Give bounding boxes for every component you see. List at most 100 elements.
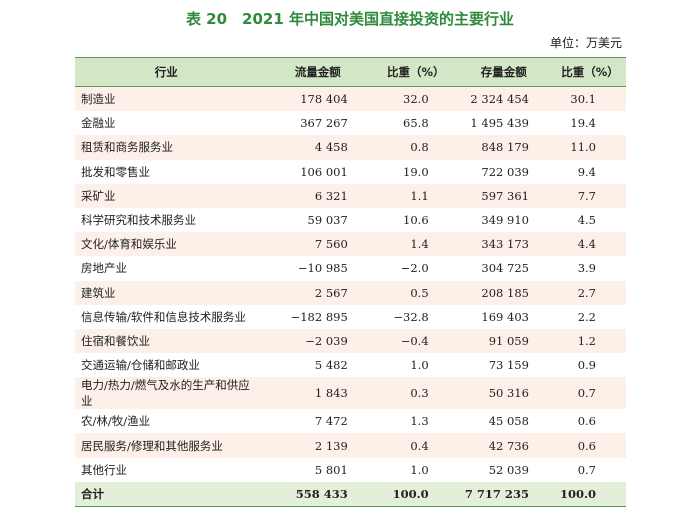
- table-cell: 建筑业: [75, 280, 258, 305]
- table-cell: 交通运输/仓储和邮政业: [75, 353, 258, 378]
- table-cell: 1.3: [377, 409, 454, 434]
- table-cell: 3.9: [553, 256, 626, 281]
- table-row: 电力/热力/燃气及水的生产和供应业 1 843 0.3 50 316 0.7: [75, 377, 626, 410]
- table-cell: 2.2: [553, 304, 626, 329]
- table-cell: 6 321: [257, 183, 378, 208]
- table-cell: 0.9: [553, 353, 626, 378]
- table-cell: 304 725: [453, 256, 554, 281]
- table-cell: 2 324 454: [453, 86, 554, 112]
- table-cell: 59 037: [257, 207, 378, 233]
- table-row: 房地产业 −10 985 −2.0 304 725 3.9: [75, 256, 626, 281]
- header-cell: 行业: [75, 57, 258, 87]
- table-cell: 0.5: [377, 280, 454, 305]
- table-cell: 722 039: [453, 159, 554, 184]
- table-cell: 5 482: [257, 353, 378, 378]
- table-cell: 19.4: [553, 111, 626, 136]
- header-cell: 比重（%）: [553, 57, 626, 87]
- table-cell: −2.0: [377, 256, 454, 281]
- table-cell: 32.0: [377, 86, 454, 112]
- table-cell: 91 059: [453, 328, 554, 354]
- table-cell: 1.0: [377, 457, 454, 482]
- table-cell: 居民服务/修理和其他服务业: [75, 433, 258, 458]
- table-cell: −182 895: [257, 304, 378, 329]
- table-row: 科学研究和技术服务业 59 037 10.6 349 910 4.5: [75, 207, 626, 233]
- table-cell: 信息传输/软件和信息技术服务业: [75, 304, 258, 329]
- table-cell: 848 179: [453, 135, 554, 160]
- table-cell: 349 910: [453, 207, 554, 233]
- table-cell: 电力/热力/燃气及水的生产和供应业: [75, 377, 258, 410]
- table-cell: 2 139: [257, 433, 378, 458]
- table-body: 制造业 178 404 32.0 2 324 454 30.1 金融业 367 267 65.…: [75, 86, 626, 482]
- table-cell: 采矿业: [75, 183, 258, 208]
- table-cell: 178 404: [257, 86, 378, 112]
- table-cell: 1 495 439: [453, 111, 554, 136]
- table-cell: 制造业: [75, 86, 258, 112]
- table-cell: 19.0: [377, 159, 454, 184]
- table-cell: 0.8: [377, 135, 454, 160]
- table-row: 信息传输/软件和信息技术服务业 −182 895 −32.8 169 403 2.2: [75, 304, 626, 329]
- table-cell: −32.8: [377, 304, 454, 329]
- table-cell: −10 985: [257, 256, 378, 281]
- table-cell: 11.0: [553, 135, 626, 160]
- table-row: 居民服务/修理和其他服务业 2 139 0.4 42 736 0.6: [75, 433, 626, 458]
- table-cell: 343 173: [453, 232, 554, 257]
- table-cell: 5 801: [257, 457, 378, 482]
- total-cell: 100.0: [553, 481, 626, 507]
- table-cell: 1.4: [377, 232, 454, 257]
- table-cell: 0.7: [553, 377, 626, 410]
- header-cell: 存量金额: [453, 57, 554, 87]
- total-cell: 合计: [75, 481, 258, 507]
- table-cell: 1 843: [257, 377, 378, 410]
- table-cell: 农/林/牧/渔业: [75, 409, 258, 434]
- table-row: 金融业 367 267 65.8 1 495 439 19.4: [75, 111, 626, 136]
- table-cell: 73 159: [453, 353, 554, 378]
- table-row: 建筑业 2 567 0.5 208 185 2.7: [75, 280, 626, 305]
- table-cell: 科学研究和技术服务业: [75, 207, 258, 233]
- table-row: 住宿和餐饮业 −2 039 −0.4 91 059 1.2: [75, 328, 626, 354]
- table-cell: 住宿和餐饮业: [75, 328, 258, 354]
- table-cell: 52 039: [453, 457, 554, 482]
- table-cell: 0.7: [553, 457, 626, 482]
- table-cell: 597 361: [453, 183, 554, 208]
- table-row: 采矿业 6 321 1.1 597 361 7.7: [75, 183, 626, 208]
- table-cell: 其他行业: [75, 457, 258, 482]
- table-cell: 106 001: [257, 159, 378, 184]
- total-cell: 100.0: [377, 481, 454, 507]
- table-row: 制造业 178 404 32.0 2 324 454 30.1: [75, 86, 626, 112]
- table-cell: 30.1: [553, 86, 626, 112]
- table-cell: 文化/体育和娱乐业: [75, 232, 258, 257]
- header-cell: 比重（%）: [377, 57, 454, 87]
- table-cell: 9.4: [553, 159, 626, 184]
- table-cell: 0.6: [553, 409, 626, 434]
- table-title: 表 20 2021 年中国对美国直接投资的主要行业: [185, 10, 515, 28]
- table-cell: 10.6: [377, 207, 454, 233]
- table-cell: 1.2: [553, 328, 626, 354]
- table-cell: 367 267: [257, 111, 378, 136]
- total-cell: 7 717 235: [453, 481, 554, 507]
- table-cell: −0.4: [377, 328, 454, 354]
- table-cell: 45 058: [453, 409, 554, 434]
- table-cell: 2 567: [257, 280, 378, 305]
- table-cell: 7 560: [257, 232, 378, 257]
- table-row: 批发和零售业 106 001 19.0 722 039 9.4: [75, 159, 626, 184]
- table-cell: 65.8: [377, 111, 454, 136]
- table-row: 租赁和商务服务业 4 458 0.8 848 179 11.0: [75, 135, 626, 160]
- table-row: 交通运输/仓储和邮政业 5 482 1.0 73 159 0.9: [75, 353, 626, 378]
- table-cell: 169 403: [453, 304, 554, 329]
- table-cell: 2.7: [553, 280, 626, 305]
- header-cell: 流量金额: [257, 57, 378, 87]
- table-cell: 4.4: [553, 232, 626, 257]
- table-cell: 批发和零售业: [75, 159, 258, 184]
- table-cell: 1.1: [377, 183, 454, 208]
- total-cell: 558 433: [257, 481, 378, 507]
- total-row: 合计 558 433 100.0 7 717 235 100.0: [75, 481, 626, 507]
- table-row: 其他行业 5 801 1.0 52 039 0.7: [75, 457, 626, 482]
- table-cell: 208 185: [453, 280, 554, 305]
- data-table: 行业 流量金额 比重（%） 存量金额 比重（%） 制造业 178 404 32.0 2 324…: [75, 57, 626, 507]
- table-cell: 0.3: [377, 377, 454, 410]
- table-cell: 0.4: [377, 433, 454, 458]
- table-cell: 7 472: [257, 409, 378, 434]
- unit-note: 单位：万美元: [549, 36, 622, 50]
- table-cell: 7.7: [553, 183, 626, 208]
